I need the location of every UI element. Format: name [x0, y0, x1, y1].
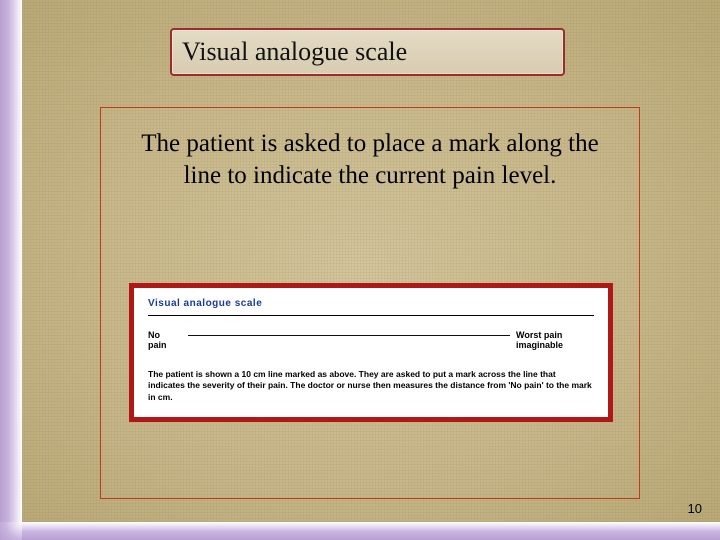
vas-left-label-line2: pain [148, 340, 182, 350]
slide: Visual analogue scale The patient is ask… [0, 0, 720, 540]
vas-caption: The patient is shown a 10 cm line marked… [148, 369, 594, 403]
vas-right-label: Worst pain imaginable [516, 330, 594, 351]
slide-edge-bottom [0, 522, 720, 540]
page-number: 10 [688, 501, 702, 516]
slide-title: Visual analogue scale [182, 37, 407, 67]
vas-right-label-line1: Worst pain [516, 330, 594, 340]
title-box: Visual analogue scale [170, 28, 565, 76]
vas-panel: Visual analogue scale No pain Worst pain… [129, 283, 613, 422]
slide-edge-left [0, 0, 22, 540]
vas-scale: No pain Worst pain imaginable [148, 330, 594, 351]
vas-line-wrap [188, 330, 510, 336]
slide-edge-corner [0, 522, 22, 540]
vas-divider [148, 315, 594, 316]
body-text: The patient is asked to place a mark alo… [113, 128, 627, 192]
vas-line [188, 335, 510, 336]
vas-left-label-line1: No [148, 330, 182, 340]
vas-heading: Visual analogue scale [148, 298, 594, 309]
vas-left-label: No pain [148, 330, 182, 351]
content-box: The patient is asked to place a mark alo… [100, 107, 640, 499]
vas-right-label-line2: imaginable [516, 340, 594, 350]
